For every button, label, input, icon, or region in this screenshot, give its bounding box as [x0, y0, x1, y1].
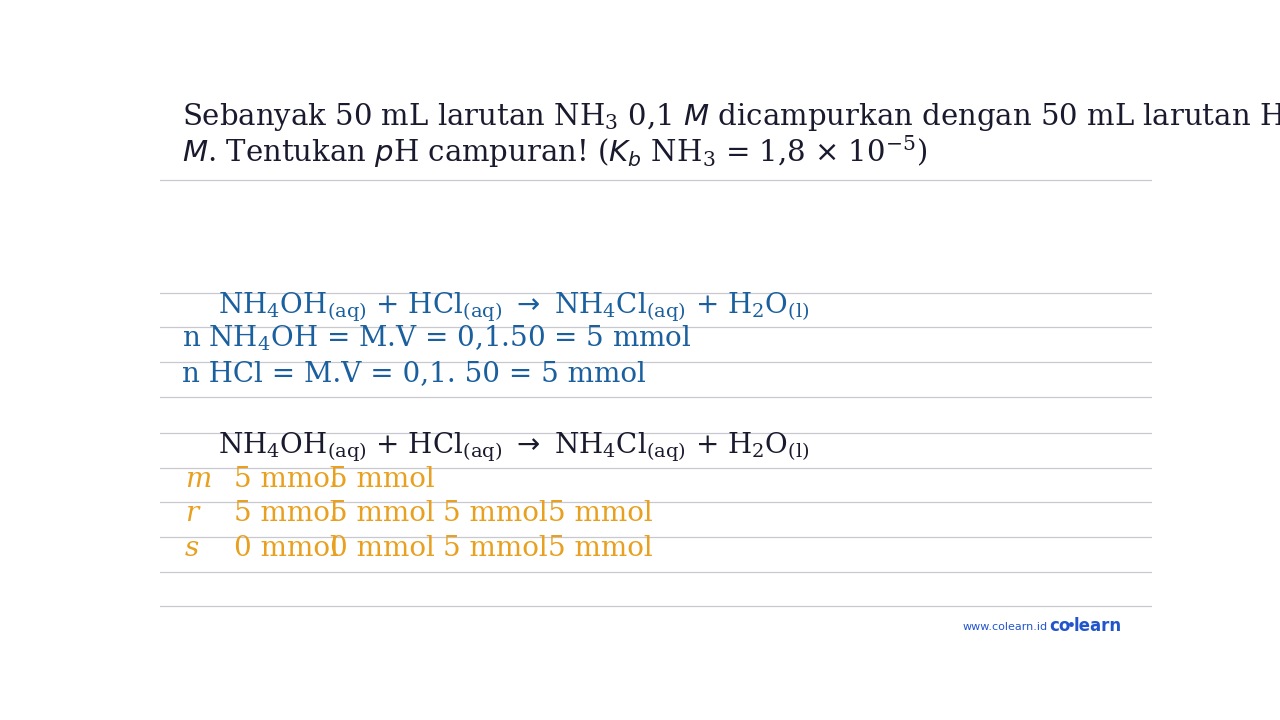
Text: r: r — [184, 500, 198, 528]
Text: 5 mmol: 5 mmol — [234, 500, 338, 528]
Text: 0 mmol: 0 mmol — [330, 535, 435, 562]
Text: n HCl = M.V = 0,1. 50 = 5 mmol: n HCl = M.V = 0,1. 50 = 5 mmol — [182, 360, 645, 387]
Text: 5 mmol: 5 mmol — [234, 466, 338, 492]
Text: learn: learn — [1074, 617, 1121, 635]
Text: $\mathregular{NH_4OH_{(aq)}}$ + $\mathregular{HCl_{(aq)}}$ $\rightarrow$ $\mathr: $\mathregular{NH_4OH_{(aq)}}$ + $\mathre… — [218, 431, 810, 464]
Text: •: • — [1066, 619, 1075, 633]
Text: 0 mmol: 0 mmol — [234, 535, 338, 562]
Text: www.colearn.id: www.colearn.id — [963, 622, 1047, 632]
Text: $\mathit{M}$. Tentukan $\mathit{p}$H campuran! ($\mathit{K}_b$ $\mathregular{NH_: $\mathit{M}$. Tentukan $\mathit{p}$H cam… — [182, 133, 927, 170]
Text: 5 mmol: 5 mmol — [548, 535, 653, 562]
Text: $\mathregular{NH_4OH_{(aq)}}$ + $\mathregular{HCl_{(aq)}}$ $\rightarrow$ $\mathr: $\mathregular{NH_4OH_{(aq)}}$ + $\mathre… — [218, 291, 810, 324]
Text: 5 mmol: 5 mmol — [443, 500, 548, 528]
Text: 5 mmol: 5 mmol — [443, 535, 548, 562]
Text: s: s — [184, 535, 200, 562]
Text: 5 mmol: 5 mmol — [330, 500, 435, 528]
Text: m: m — [184, 466, 211, 492]
Text: n $\mathregular{NH_4}$OH = M.V = 0,1.50 = 5 mmol: n $\mathregular{NH_4}$OH = M.V = 0,1.50 … — [182, 324, 691, 353]
Text: 5 mmol: 5 mmol — [330, 466, 435, 492]
Text: 5 mmol: 5 mmol — [548, 500, 653, 528]
Text: co: co — [1050, 617, 1071, 635]
Text: Sebanyak 50 mL larutan $\mathregular{NH_3}$ 0,1 $\mathit{M}$ dicampurkan dengan : Sebanyak 50 mL larutan $\mathregular{NH_… — [182, 101, 1280, 133]
